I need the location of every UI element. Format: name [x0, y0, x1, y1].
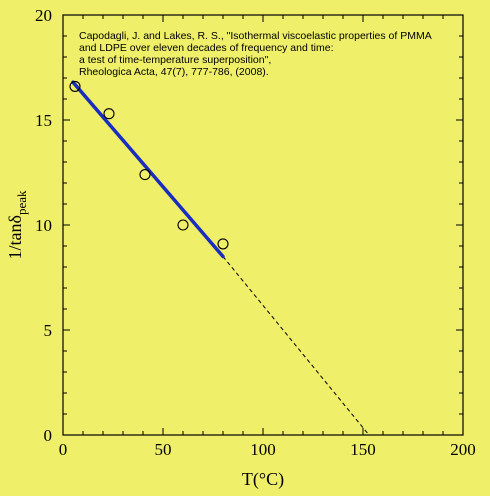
data-point — [103, 108, 115, 120]
y-axis-title-main: 1/tanδ — [5, 215, 25, 259]
x-tick-label: 200 — [450, 440, 476, 459]
data-point — [217, 238, 229, 250]
x-tick-label: 0 — [59, 440, 68, 459]
annotation-line-3: a test of time-temperature superposition… — [79, 54, 271, 66]
x-axis-title: T(°C) — [242, 469, 284, 490]
data-point — [177, 219, 189, 231]
annotation: Capodagli, J. and Lakes, R. S., "Isother… — [79, 30, 432, 78]
y-tick-label: 10 — [35, 216, 52, 235]
data-point — [139, 169, 151, 181]
annotation-line-2: and LDPE over eleven decades of frequenc… — [79, 42, 334, 54]
y-axis-title: 1/tanδpeak — [5, 190, 29, 260]
plot-frame — [62, 14, 464, 436]
y-tick-label: 0 — [44, 426, 53, 445]
y-tick-label: 5 — [44, 321, 53, 340]
fit-line — [71, 80, 225, 259]
x-tick-label: 100 — [250, 440, 276, 459]
extrapolation-line — [222, 256, 370, 436]
x-tick-label: 150 — [350, 440, 376, 459]
data-marks — [69, 80, 370, 436]
annotation-line-4: Rheologica Acta, 47(7), 777-786, (2008). — [79, 66, 269, 78]
y-tick-label: 15 — [35, 111, 52, 130]
data-point — [69, 80, 81, 92]
x-tick-label: 50 — [155, 440, 172, 459]
y-axis-title-text: 1/tanδpeak — [5, 190, 29, 260]
annotation-line-1: Capodagli, J. and Lakes, R. S., "Isother… — [79, 30, 432, 42]
y-tick-label: 20 — [35, 6, 52, 25]
axis-ticks: 0 50 100 150 200 0 5 10 15 20 — [35, 6, 476, 459]
y-axis-title-sub: peak — [14, 190, 29, 215]
